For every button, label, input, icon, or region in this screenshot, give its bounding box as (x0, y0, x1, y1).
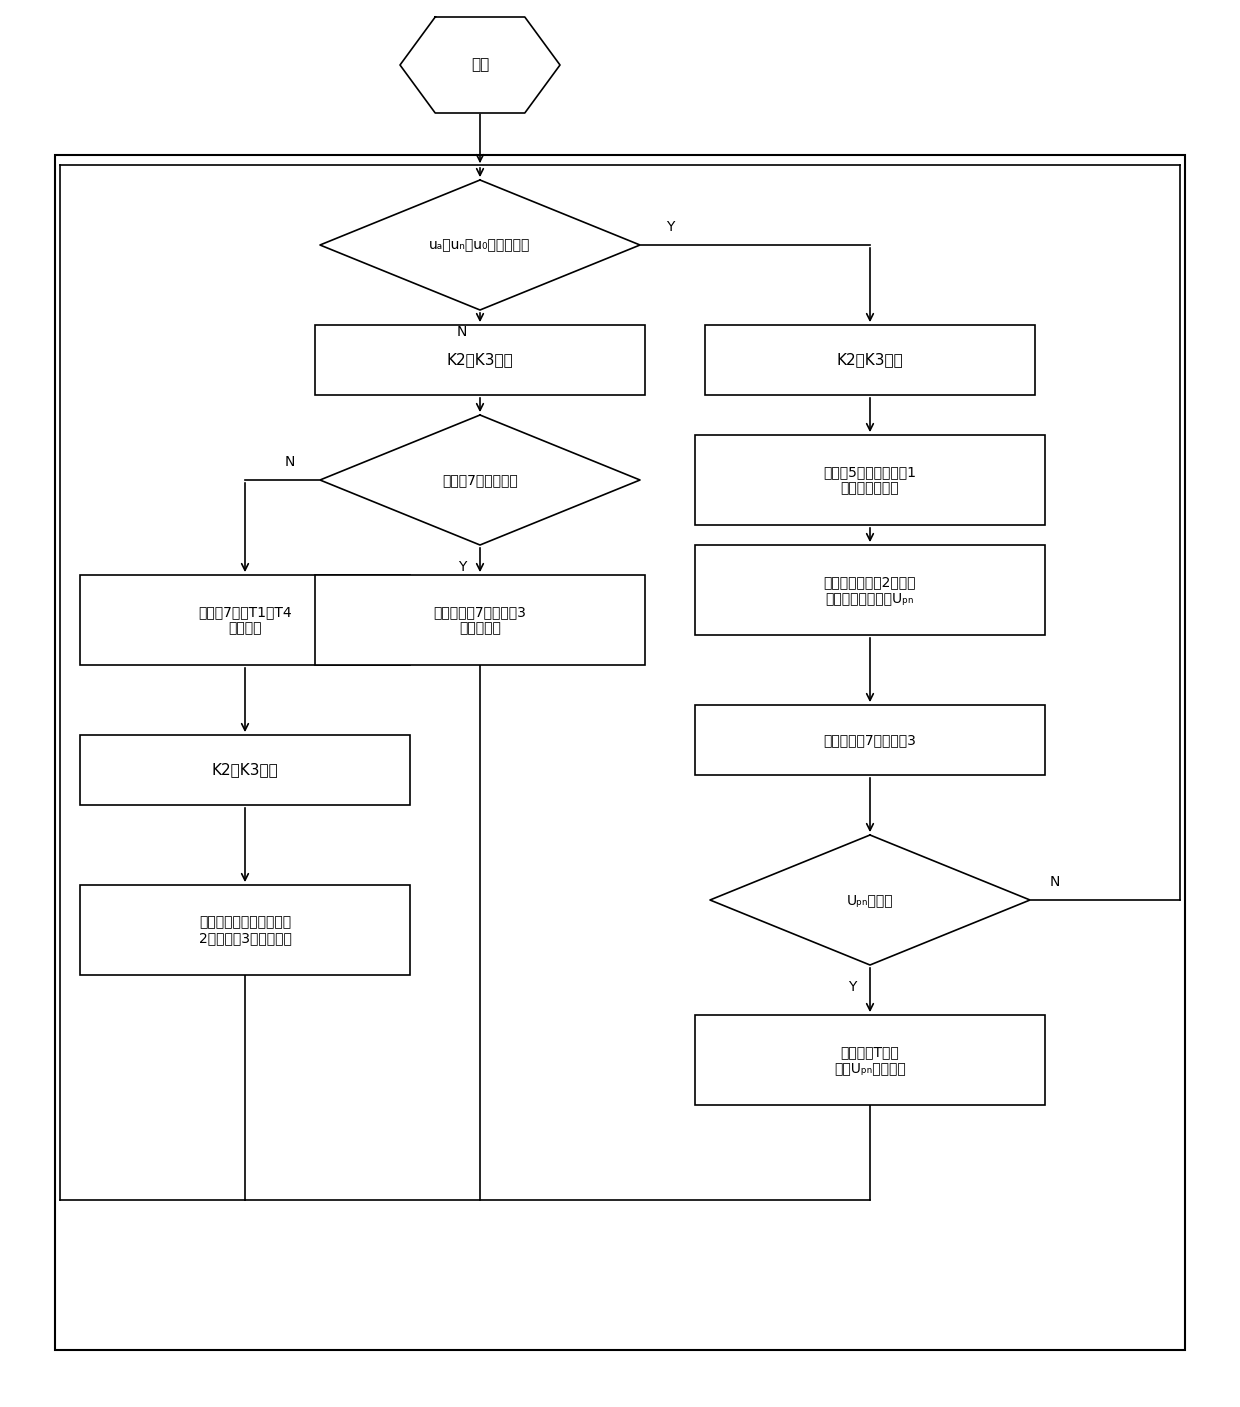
Text: 充电机5将超级电容组1
充电至额定电压: 充电机5将超级电容组1 充电至额定电压 (823, 464, 916, 495)
Text: 通过控制升压直流变换器
2调节电机3至初始位置: 通过控制升压直流变换器 2调节电机3至初始位置 (198, 915, 291, 946)
Bar (81, 575, 410, 666)
Text: Y: Y (458, 560, 466, 574)
Text: K2、K3断开: K2、K3断开 (446, 353, 513, 367)
Polygon shape (711, 834, 1030, 965)
Polygon shape (320, 415, 640, 545)
Bar (55, 155, 1185, 1349)
Polygon shape (401, 17, 560, 113)
Text: 功率器件T导通
恢复Uₚₙ至正常值: 功率器件T导通 恢复Uₚₙ至正常值 (835, 1045, 906, 1075)
Text: Uₚₙ过压？: Uₚₙ过压？ (847, 893, 893, 908)
Bar (81, 885, 410, 975)
Text: 开始: 开始 (471, 58, 489, 73)
Text: 通过驱动桥7控制电机3
至初始位置: 通过驱动桥7控制电机3 至初始位置 (434, 605, 527, 635)
Bar (315, 325, 645, 395)
Text: Y: Y (666, 219, 675, 234)
Text: N: N (456, 325, 467, 339)
Text: Y: Y (848, 981, 856, 993)
Text: 驱动桥7中的T1～T4
全部关断: 驱动桥7中的T1～T4 全部关断 (198, 605, 291, 635)
Text: 驱动桥7工作正常？: 驱动桥7工作正常？ (443, 473, 518, 487)
Bar (694, 545, 1045, 635)
Text: K2、K3接通: K2、K3接通 (212, 763, 278, 778)
Text: uₐ、uₙ、u₀供电正常？: uₐ、uₙ、u₀供电正常？ (429, 238, 531, 252)
Text: 升压直流变换器2输出电
压略低于母线电压Uₚₙ: 升压直流变换器2输出电 压略低于母线电压Uₚₙ (823, 575, 916, 605)
Text: 通过驱动桥7控制电机3: 通过驱动桥7控制电机3 (823, 733, 916, 747)
Bar (694, 705, 1045, 775)
Bar (694, 435, 1045, 525)
Text: N: N (1050, 875, 1060, 889)
Bar (81, 734, 410, 805)
Bar (694, 1014, 1045, 1104)
Text: K2、K3断开: K2、K3断开 (837, 353, 904, 367)
Bar (706, 325, 1035, 395)
Polygon shape (320, 180, 640, 310)
Text: N: N (285, 454, 295, 469)
Bar (315, 575, 645, 666)
